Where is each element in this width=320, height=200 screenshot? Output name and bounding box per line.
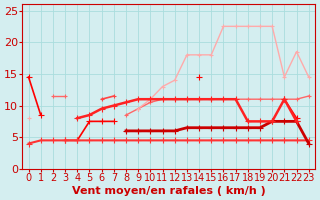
X-axis label: Vent moyen/en rafales ( km/h ): Vent moyen/en rafales ( km/h ): [72, 186, 266, 196]
